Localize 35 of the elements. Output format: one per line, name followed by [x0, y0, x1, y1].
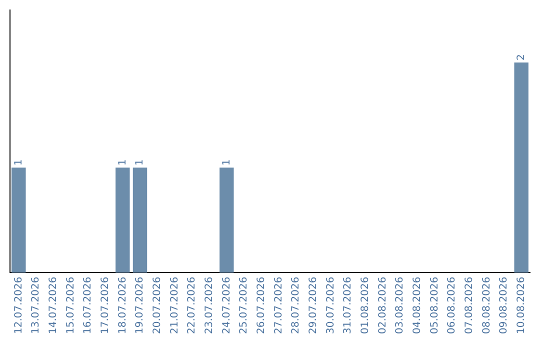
data-label: 2 [516, 54, 527, 61]
x-tick-label: 06.08.2026 [446, 276, 458, 334]
x-tick-label: 19.07.2026 [134, 276, 146, 334]
data-label: 1 [221, 159, 232, 166]
data-label: 1 [134, 159, 146, 166]
x-tick-label: 23.07.2026 [204, 276, 215, 334]
x-tick-label: 07.08.2026 [464, 276, 475, 334]
x-tick-label: 09.08.2026 [498, 276, 510, 334]
x-tick-label: 18.07.2026 [117, 276, 128, 334]
x-tick-label: 24.07.2026 [221, 276, 232, 334]
x-tick-label: 16.07.2026 [82, 276, 94, 334]
x-tick-label: 02.08.2026 [377, 276, 388, 334]
x-tick-label: 03.08.2026 [394, 276, 406, 334]
x-tick-label: 20.07.2026 [152, 276, 163, 334]
x-tick-label: 30.07.2026 [325, 276, 336, 334]
x-tick-label: 17.07.2026 [100, 276, 111, 334]
x-tick-label: 22.07.2026 [186, 276, 198, 334]
x-tick-label: 13.07.2026 [30, 276, 42, 334]
x-tick-label: 31.07.2026 [342, 276, 354, 334]
x-tick-label: 15.07.2026 [65, 276, 76, 334]
data-label: 1 [117, 159, 128, 166]
x-tick-label: 04.08.2026 [412, 276, 423, 334]
x-tick-label: 25.07.2026 [238, 276, 250, 334]
x-tick-label: 14.07.2026 [48, 276, 59, 334]
x-tick-label: 28.07.2026 [290, 276, 302, 334]
x-tick-label: 26.07.2026 [256, 276, 267, 334]
x-tick-label: 21.07.2026 [169, 276, 180, 334]
x-tick-label: 05.08.2026 [429, 276, 440, 334]
x-tick-label: 08.08.2026 [481, 276, 492, 334]
x-tick-label: 27.07.2026 [273, 276, 284, 334]
x-tick-label: 29.07.2026 [308, 276, 319, 334]
data-label: 1 [13, 159, 24, 166]
x-tick-label: 01.08.2026 [360, 276, 371, 334]
x-tick-label: 10.08.2026 [516, 276, 527, 334]
x-tick-label: 12.07.2026 [13, 276, 24, 334]
